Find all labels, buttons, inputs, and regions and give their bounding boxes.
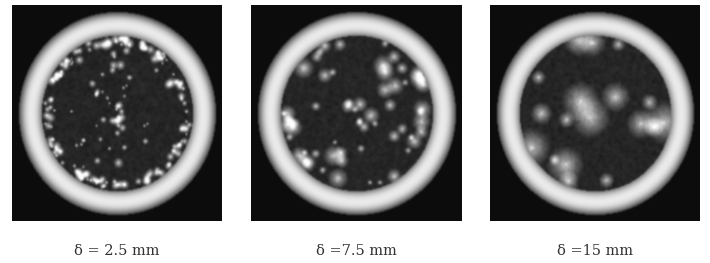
Text: δ =7.5 mm: δ =7.5 mm <box>316 244 397 258</box>
Text: δ = 2.5 mm: δ = 2.5 mm <box>75 244 160 258</box>
Text: δ =15 mm: δ =15 mm <box>557 244 633 258</box>
